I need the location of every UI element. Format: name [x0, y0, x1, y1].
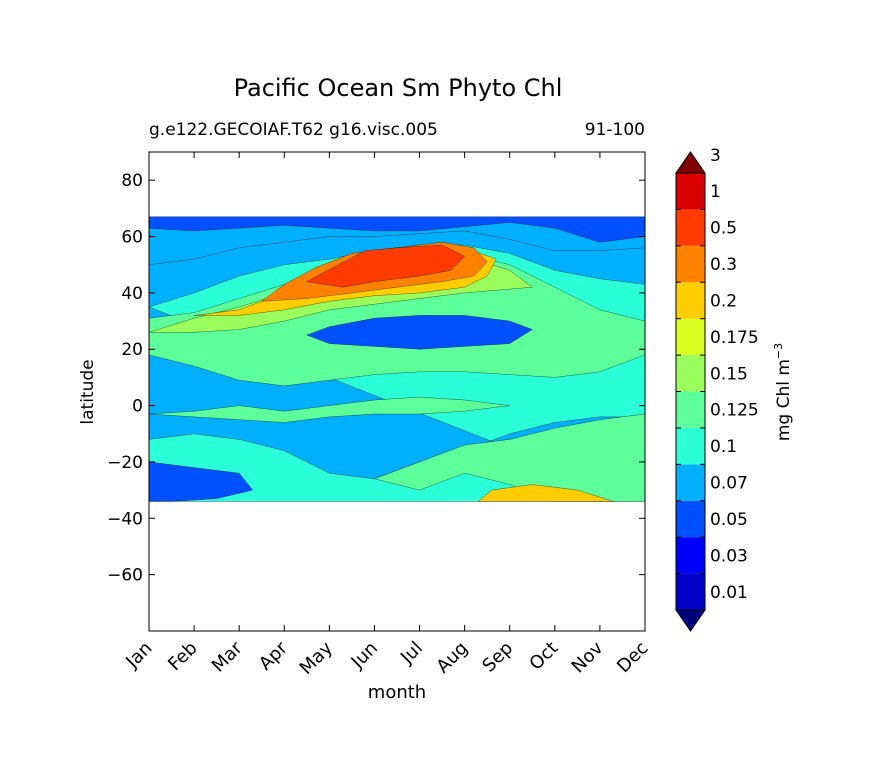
y-tick-label: 80: [121, 171, 143, 191]
colorbar-segment: [676, 464, 705, 501]
colorbar-segment: [676, 282, 705, 319]
x-tick-label: Nov: [568, 637, 608, 677]
colorbar-tick-label: 1: [710, 182, 721, 202]
colorbar-tick-label: 0.05: [710, 510, 748, 530]
x-tick-label: Jul: [396, 638, 427, 669]
colorbar-tick-label: 0.175: [710, 328, 759, 348]
y-tick-label: −20: [107, 453, 143, 473]
x-tick-label: Aug: [432, 638, 472, 678]
colorbar-extend-max: [675, 151, 706, 174]
colorbar-segment: [676, 537, 705, 574]
colorbar-segment: [676, 245, 705, 283]
y-tick-label: 60: [121, 228, 143, 248]
contour-band-0-5: [306, 244, 466, 288]
contour-band-0-05-low: [306, 315, 533, 350]
colorbar-extend-min: [675, 609, 706, 632]
chart-title: Pacific Ocean Sm Phyto Chl: [233, 74, 563, 102]
colorbar-segment: [676, 427, 705, 465]
colorbar-segment: [676, 355, 705, 392]
colorbar-tick-label: 0.2: [710, 292, 737, 312]
x-tick-label: Oct: [525, 638, 562, 675]
contour-band-0-05-top: [148, 216, 646, 243]
x-axis-label: month: [367, 682, 427, 703]
colorbar-tick-label: 0.1: [710, 437, 737, 457]
colorbar-tick-label: 0.15: [710, 364, 748, 384]
chart-subtitle-left: g.e122.GECOIAF.T62 g16.visc.005: [149, 120, 438, 140]
colorbar-segment: [676, 318, 705, 356]
x-tick-label: Dec: [613, 638, 652, 677]
colorbar-segment: [676, 500, 705, 538]
chart-subtitle-right: 91-100: [584, 120, 645, 140]
plot-frame: [148, 151, 646, 632]
colorbar: 0.01 0.03 0.05 0.07 0.1 0.125 0.15 0.175 0.2 0.3 0…: [675, 146, 759, 632]
x-tick-label: Apr: [255, 637, 292, 674]
contour-band-0-125-eq: [148, 396, 510, 423]
colorbar-tick-label: 3: [710, 146, 721, 166]
colorbar-tick-label: 0.125: [710, 401, 759, 421]
y-tick-label: −40: [107, 509, 143, 529]
y-tick-label: 0: [132, 397, 143, 417]
plot-area: [148, 216, 646, 502]
y-axis: 80 60 40 20 0 −20 −40 −60: [107, 171, 645, 586]
colorbar-tick-label: 0.5: [710, 219, 737, 239]
colorbar-tick-label: 0.07: [710, 474, 748, 494]
colorbar-tick-label: 0.01: [710, 583, 748, 603]
x-tick-label: Mar: [208, 637, 247, 676]
plot-border: [148, 151, 646, 632]
x-tick-label: Sep: [478, 638, 517, 677]
x-tick-label: May: [296, 637, 337, 678]
y-tick-label: −60: [107, 566, 143, 586]
y-tick-label: 40: [121, 284, 143, 304]
colorbar-segment: [676, 173, 705, 210]
x-tick-label: Feb: [164, 638, 201, 675]
colorbar-tick-label: 0.03: [710, 546, 748, 566]
colorbar-segment: [676, 573, 705, 610]
colorbar-tick-label: 0.3: [710, 255, 737, 275]
y-tick-label: 20: [121, 340, 143, 360]
contour-band-0-05-south: [148, 461, 254, 502]
colorbar-segment: [676, 209, 705, 246]
x-tick-label: Jun: [347, 638, 382, 673]
contour-band-0-2-south: [477, 484, 614, 502]
x-tick-label: Jan: [121, 638, 156, 673]
colorbar-segment: [676, 391, 705, 428]
